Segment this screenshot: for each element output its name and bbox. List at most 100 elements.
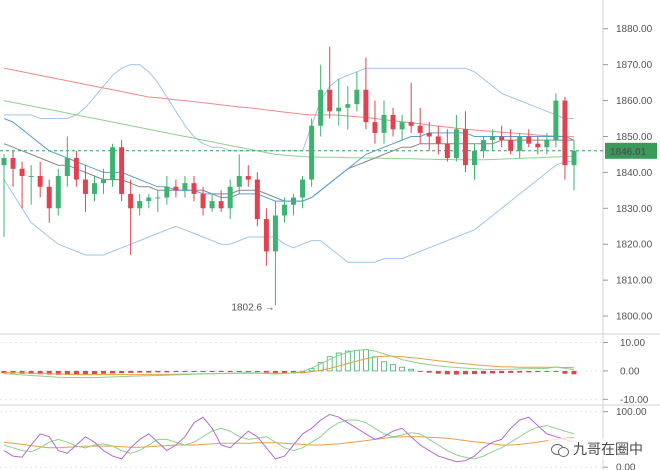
candle-body xyxy=(254,179,260,220)
macd-histogram-bar xyxy=(499,370,505,374)
candle-body xyxy=(345,104,351,108)
macd-histogram-bar xyxy=(182,370,188,373)
macd-histogram-bar xyxy=(263,370,269,373)
candle-body xyxy=(408,122,414,126)
macd-histogram-bar xyxy=(553,370,559,372)
candle-body xyxy=(372,122,378,133)
watermark-text: 九哥在圈中 xyxy=(573,442,643,458)
macd-histogram-bar xyxy=(200,370,206,373)
macd-histogram-bar xyxy=(335,352,342,372)
macd-histogram-bar xyxy=(236,370,242,372)
macd-histogram-bar xyxy=(562,370,568,374)
macd-histogram-bar xyxy=(254,370,260,373)
macd-histogram-bar xyxy=(137,370,143,373)
candle-body xyxy=(173,186,179,191)
macd-histogram-bar xyxy=(191,370,197,373)
macd-histogram-bar xyxy=(37,370,43,375)
macd-histogram-bar xyxy=(128,370,134,373)
price-tick-label: 1810.00 xyxy=(616,276,653,287)
macd-histogram-bar xyxy=(64,370,70,375)
macd-histogram-bar xyxy=(227,370,233,373)
macd-histogram-bar xyxy=(164,370,170,373)
price-tick-label: 1870.00 xyxy=(616,60,653,71)
candle-body xyxy=(263,219,269,252)
candle-body xyxy=(137,201,143,209)
macd-histogram-bar xyxy=(55,370,61,375)
macd-histogram-bar xyxy=(544,370,550,372)
current-price-label: 1846.01 xyxy=(610,147,647,158)
y-axis-ticks: 1880.00 1870.00 1860.00 1850.00 1840.00 1830.… xyxy=(603,24,653,470)
candle-body xyxy=(399,122,405,130)
candle-body xyxy=(164,186,170,198)
macd-histogram-bar xyxy=(444,370,450,375)
candle-body xyxy=(327,89,333,112)
macd-histogram-bar xyxy=(517,370,523,373)
candle-body xyxy=(236,175,242,187)
macd-histogram-bar xyxy=(408,368,415,372)
candle-body xyxy=(200,193,206,209)
candle-body xyxy=(508,140,514,151)
current-price-tag-bg xyxy=(605,142,657,159)
candle-body xyxy=(571,150,577,166)
macd-histogram-bar xyxy=(471,370,477,375)
candle-body xyxy=(227,186,233,209)
candle-body xyxy=(1,158,7,166)
candle-body xyxy=(218,201,224,209)
stoch-tick-label: 100.00 xyxy=(616,407,647,418)
candle-body xyxy=(146,197,152,202)
macd-histogram-bar xyxy=(272,370,278,374)
candle-body xyxy=(390,114,396,130)
macd-histogram-bar xyxy=(82,370,88,375)
macd-histogram-bar xyxy=(462,370,468,375)
candle-body xyxy=(10,158,16,169)
price-tick-label: 1800.00 xyxy=(616,312,653,323)
macd-histogram-bar xyxy=(28,370,34,375)
candle-body xyxy=(417,125,423,133)
current-price-tag: 1846.01 xyxy=(605,142,657,159)
macd-histogram-bar xyxy=(326,356,333,372)
wechat-icon xyxy=(551,442,569,457)
macd-histogram-bar xyxy=(381,361,387,372)
price-tick-label: 1830.00 xyxy=(616,204,653,215)
candle-body xyxy=(272,215,278,252)
candle-body xyxy=(444,143,450,159)
macd-histogram-bar xyxy=(571,370,577,375)
candle-body xyxy=(490,136,496,141)
candle-body xyxy=(19,168,25,176)
candle-body xyxy=(300,179,306,198)
candle-body xyxy=(64,158,70,176)
candle-body xyxy=(119,147,125,194)
candle-body xyxy=(435,136,441,144)
candle-body xyxy=(499,136,505,141)
macd-panel xyxy=(1,349,577,378)
stochastic-panel xyxy=(3,413,575,463)
candle-body xyxy=(73,158,79,180)
macd-histogram-bar xyxy=(173,370,179,373)
stoch-k-line xyxy=(3,413,575,463)
candle-body xyxy=(155,197,161,199)
macd-histogram-bar xyxy=(119,370,125,374)
candle-body xyxy=(535,143,541,148)
macd-histogram-bar xyxy=(300,370,306,374)
ma-blue-line xyxy=(3,118,575,202)
price-tick-label: 1820.00 xyxy=(616,240,653,251)
macd-histogram-bar xyxy=(308,368,315,372)
macd-histogram-bar xyxy=(344,350,351,372)
macd-histogram-bar xyxy=(218,370,224,373)
candle-body xyxy=(453,129,459,159)
macd-histogram-bar xyxy=(417,370,423,372)
macd-histogram-bar xyxy=(390,364,396,372)
candle-body xyxy=(318,89,324,126)
candle-body xyxy=(544,140,550,148)
macd-histogram-bar xyxy=(490,370,496,374)
candle-body xyxy=(363,89,369,123)
candle-body xyxy=(281,204,287,216)
candle-body xyxy=(336,107,342,112)
macd-histogram-bar xyxy=(372,356,378,372)
macd-histogram-bar xyxy=(399,366,405,372)
candle-body xyxy=(82,179,88,194)
candle-body xyxy=(37,175,43,187)
candle-body xyxy=(182,183,188,191)
candle-body xyxy=(28,175,34,177)
ma-gray-line xyxy=(3,139,574,202)
